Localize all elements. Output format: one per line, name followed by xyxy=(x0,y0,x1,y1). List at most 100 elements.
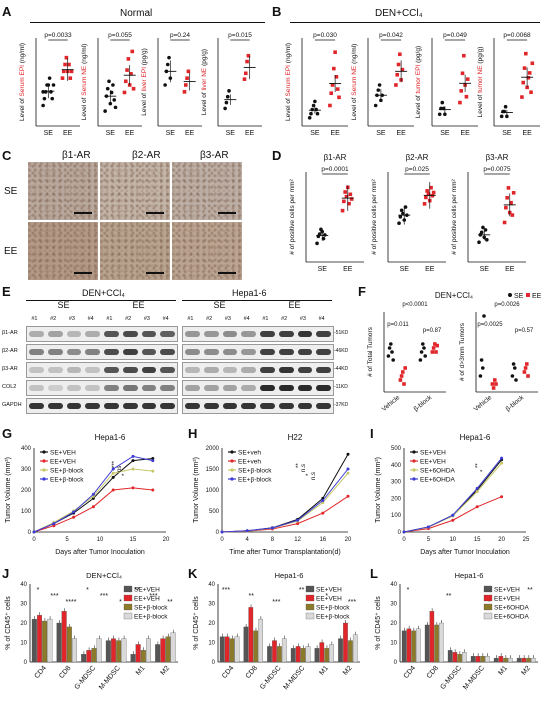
panel-d-chart-2-ee-point xyxy=(425,189,429,193)
panel-h-xtick: 12 xyxy=(294,537,301,543)
panel-l-title: Hepa1-6 xyxy=(455,571,484,580)
panel-l-category-label: M-MDSC xyxy=(462,665,486,692)
panel-f-left-ylabel: # of Total Tumors xyxy=(367,326,374,376)
panel-g-growth-curve: Hepa1-6 Tumor Volume (mm³) Days after Tumo… xyxy=(5,433,170,556)
panel-j-bar xyxy=(121,638,127,663)
western-right-lane-label: #1 xyxy=(187,316,194,322)
panel-l-ytick: 20 xyxy=(390,621,397,627)
panel-g-ytick: 200 xyxy=(21,488,32,494)
panel-f-right-xcat-2: β-block xyxy=(505,394,526,413)
panel-d-chart-2-ee-point xyxy=(431,190,436,195)
panel-g-legend-label: EE+β-block xyxy=(50,477,84,484)
panel-d-chart-1-se-point xyxy=(321,236,326,241)
panel-b-chart-4-pvalue: p=0.0068 xyxy=(503,32,531,39)
panel-a-header-line xyxy=(30,22,265,23)
panel-b-chart-1-ee-point xyxy=(334,75,339,79)
panel-i-ytick: 0 xyxy=(398,530,402,536)
panel-j-category-label: M2 xyxy=(160,665,172,677)
panel-k-legend-swatch xyxy=(305,594,315,602)
panel-k-legend-swatch xyxy=(305,603,315,611)
western-left-band xyxy=(104,367,119,373)
panel-l-bar xyxy=(424,624,430,663)
western-right-band xyxy=(203,403,219,409)
western-right-band xyxy=(316,367,331,373)
panel-k-bar xyxy=(243,626,249,663)
panel-b-chart-4-ee-point xyxy=(524,51,528,56)
panel-i-series-point xyxy=(500,495,504,499)
western-right-lane-label: #2 xyxy=(206,316,213,322)
western-right-kd-label: -37KD xyxy=(334,402,349,408)
western-left-band xyxy=(160,331,175,337)
western-right-band xyxy=(222,403,238,409)
panel-i-ytick: 400 xyxy=(391,463,402,469)
panel-label-k: K xyxy=(188,566,198,581)
panel-j-category-label: CD8 xyxy=(58,665,72,680)
panel-d-chart-2-se-point xyxy=(398,214,403,219)
panel-b-chart-3-ee-point xyxy=(458,100,462,105)
western-right-group-se: SE xyxy=(213,300,226,310)
panel-a-chart-1-ee-point xyxy=(67,62,71,67)
panel-b-chart-3-se-point xyxy=(443,112,447,117)
panel-d-chart-3-se-point xyxy=(483,228,488,232)
panel-f-right-point xyxy=(513,366,517,370)
panel-f-right-p-top: p=0.0026 xyxy=(494,302,520,308)
panel-k-bar xyxy=(314,648,320,663)
panel-f-right-point xyxy=(511,362,516,366)
panel-k-significance: ** xyxy=(248,593,254,600)
western-right-band xyxy=(222,349,238,355)
panel-a-chart-3-se-xlabel: SE xyxy=(166,130,176,137)
panel-d-chart-1-ee-point xyxy=(349,197,354,201)
panel-l-legend-label: EE+VEH xyxy=(494,596,520,603)
western-left-band xyxy=(141,403,157,409)
panel-j-legend-label: EE+VEH xyxy=(134,596,160,603)
ihc-scale-bar xyxy=(218,272,236,274)
panel-h-legend-label: SE+veh xyxy=(238,450,261,457)
panel-g-ytick: 0 xyxy=(28,530,32,536)
panel-d-chart-3-ylabel: # of positive cells per mm² xyxy=(451,178,458,254)
panel-j-legend-swatch xyxy=(123,594,133,602)
panel-f-left-point xyxy=(435,343,439,348)
panel-c-ihc: β1-AR β2-AR β3-AR SE EE xyxy=(0,150,260,280)
panel-f-right-point xyxy=(522,370,527,374)
western-right-band xyxy=(241,331,256,337)
panel-k-significance: * xyxy=(325,593,328,600)
panel-f-right-point xyxy=(525,362,529,366)
western-left-band xyxy=(29,331,44,337)
panel-g-xtick: 20 xyxy=(163,537,170,543)
panel-a-chart-1-ee-point xyxy=(63,62,67,67)
panel-a-chart-3-se-point xyxy=(167,55,171,60)
western-right-kd-label: -51KD xyxy=(334,330,349,336)
panel-i-xtick: 20 xyxy=(498,537,505,543)
western-left-blot-row-5 xyxy=(26,398,178,414)
panel-b-chart-4-se-point xyxy=(503,104,508,109)
panel-g-legend-dot xyxy=(42,459,46,463)
panel-g-series-point xyxy=(91,505,95,509)
panel-k-ylabel: % of CD45⁺ cells xyxy=(193,596,200,650)
panel-d-chart-1-title: β1-AR xyxy=(324,153,347,162)
panel-i-xtick: 10 xyxy=(449,537,456,543)
western-left-band xyxy=(66,349,82,355)
panel-j-bar xyxy=(61,611,67,663)
panel-j-ytick: 20 xyxy=(20,621,27,627)
panel-f-left-p-left: p=0.011 xyxy=(387,322,409,328)
panel-b-chart-1-ylabel: Level of Serum EPI (ng/ml) xyxy=(285,43,292,121)
panel-d-chart-1-ee-point xyxy=(344,194,349,199)
panel-d-chart-2-se-point xyxy=(397,221,401,226)
western-left-band xyxy=(141,349,157,355)
panel-l-bar xyxy=(434,624,439,663)
panel-l-bar xyxy=(516,657,522,663)
panel-g-ytick: 400 xyxy=(21,446,32,452)
panel-k-ytick: 20 xyxy=(208,621,215,627)
panel-l-significance: ** xyxy=(527,587,533,594)
panel-j-bar xyxy=(130,654,136,663)
panel-l-ytick: 30 xyxy=(390,602,397,608)
panel-b-chart-2-se-point xyxy=(377,83,382,87)
panel-a-chart-2-ee-point xyxy=(123,79,128,84)
panel-l-bar xyxy=(531,657,536,663)
panel-b-header: DEN+CCl₄ xyxy=(375,8,423,19)
panel-a-chart-2-se-point xyxy=(111,83,115,87)
panel-f-tumor-counts: DEN+CCl₄ SE EE # of Total Tumors p<0.0001 p=0… xyxy=(367,291,542,413)
panel-l-legend-swatch xyxy=(483,612,493,620)
panel-h-significance: n.s xyxy=(301,464,307,472)
panel-g-legend-label: SE+β-block xyxy=(50,468,84,475)
